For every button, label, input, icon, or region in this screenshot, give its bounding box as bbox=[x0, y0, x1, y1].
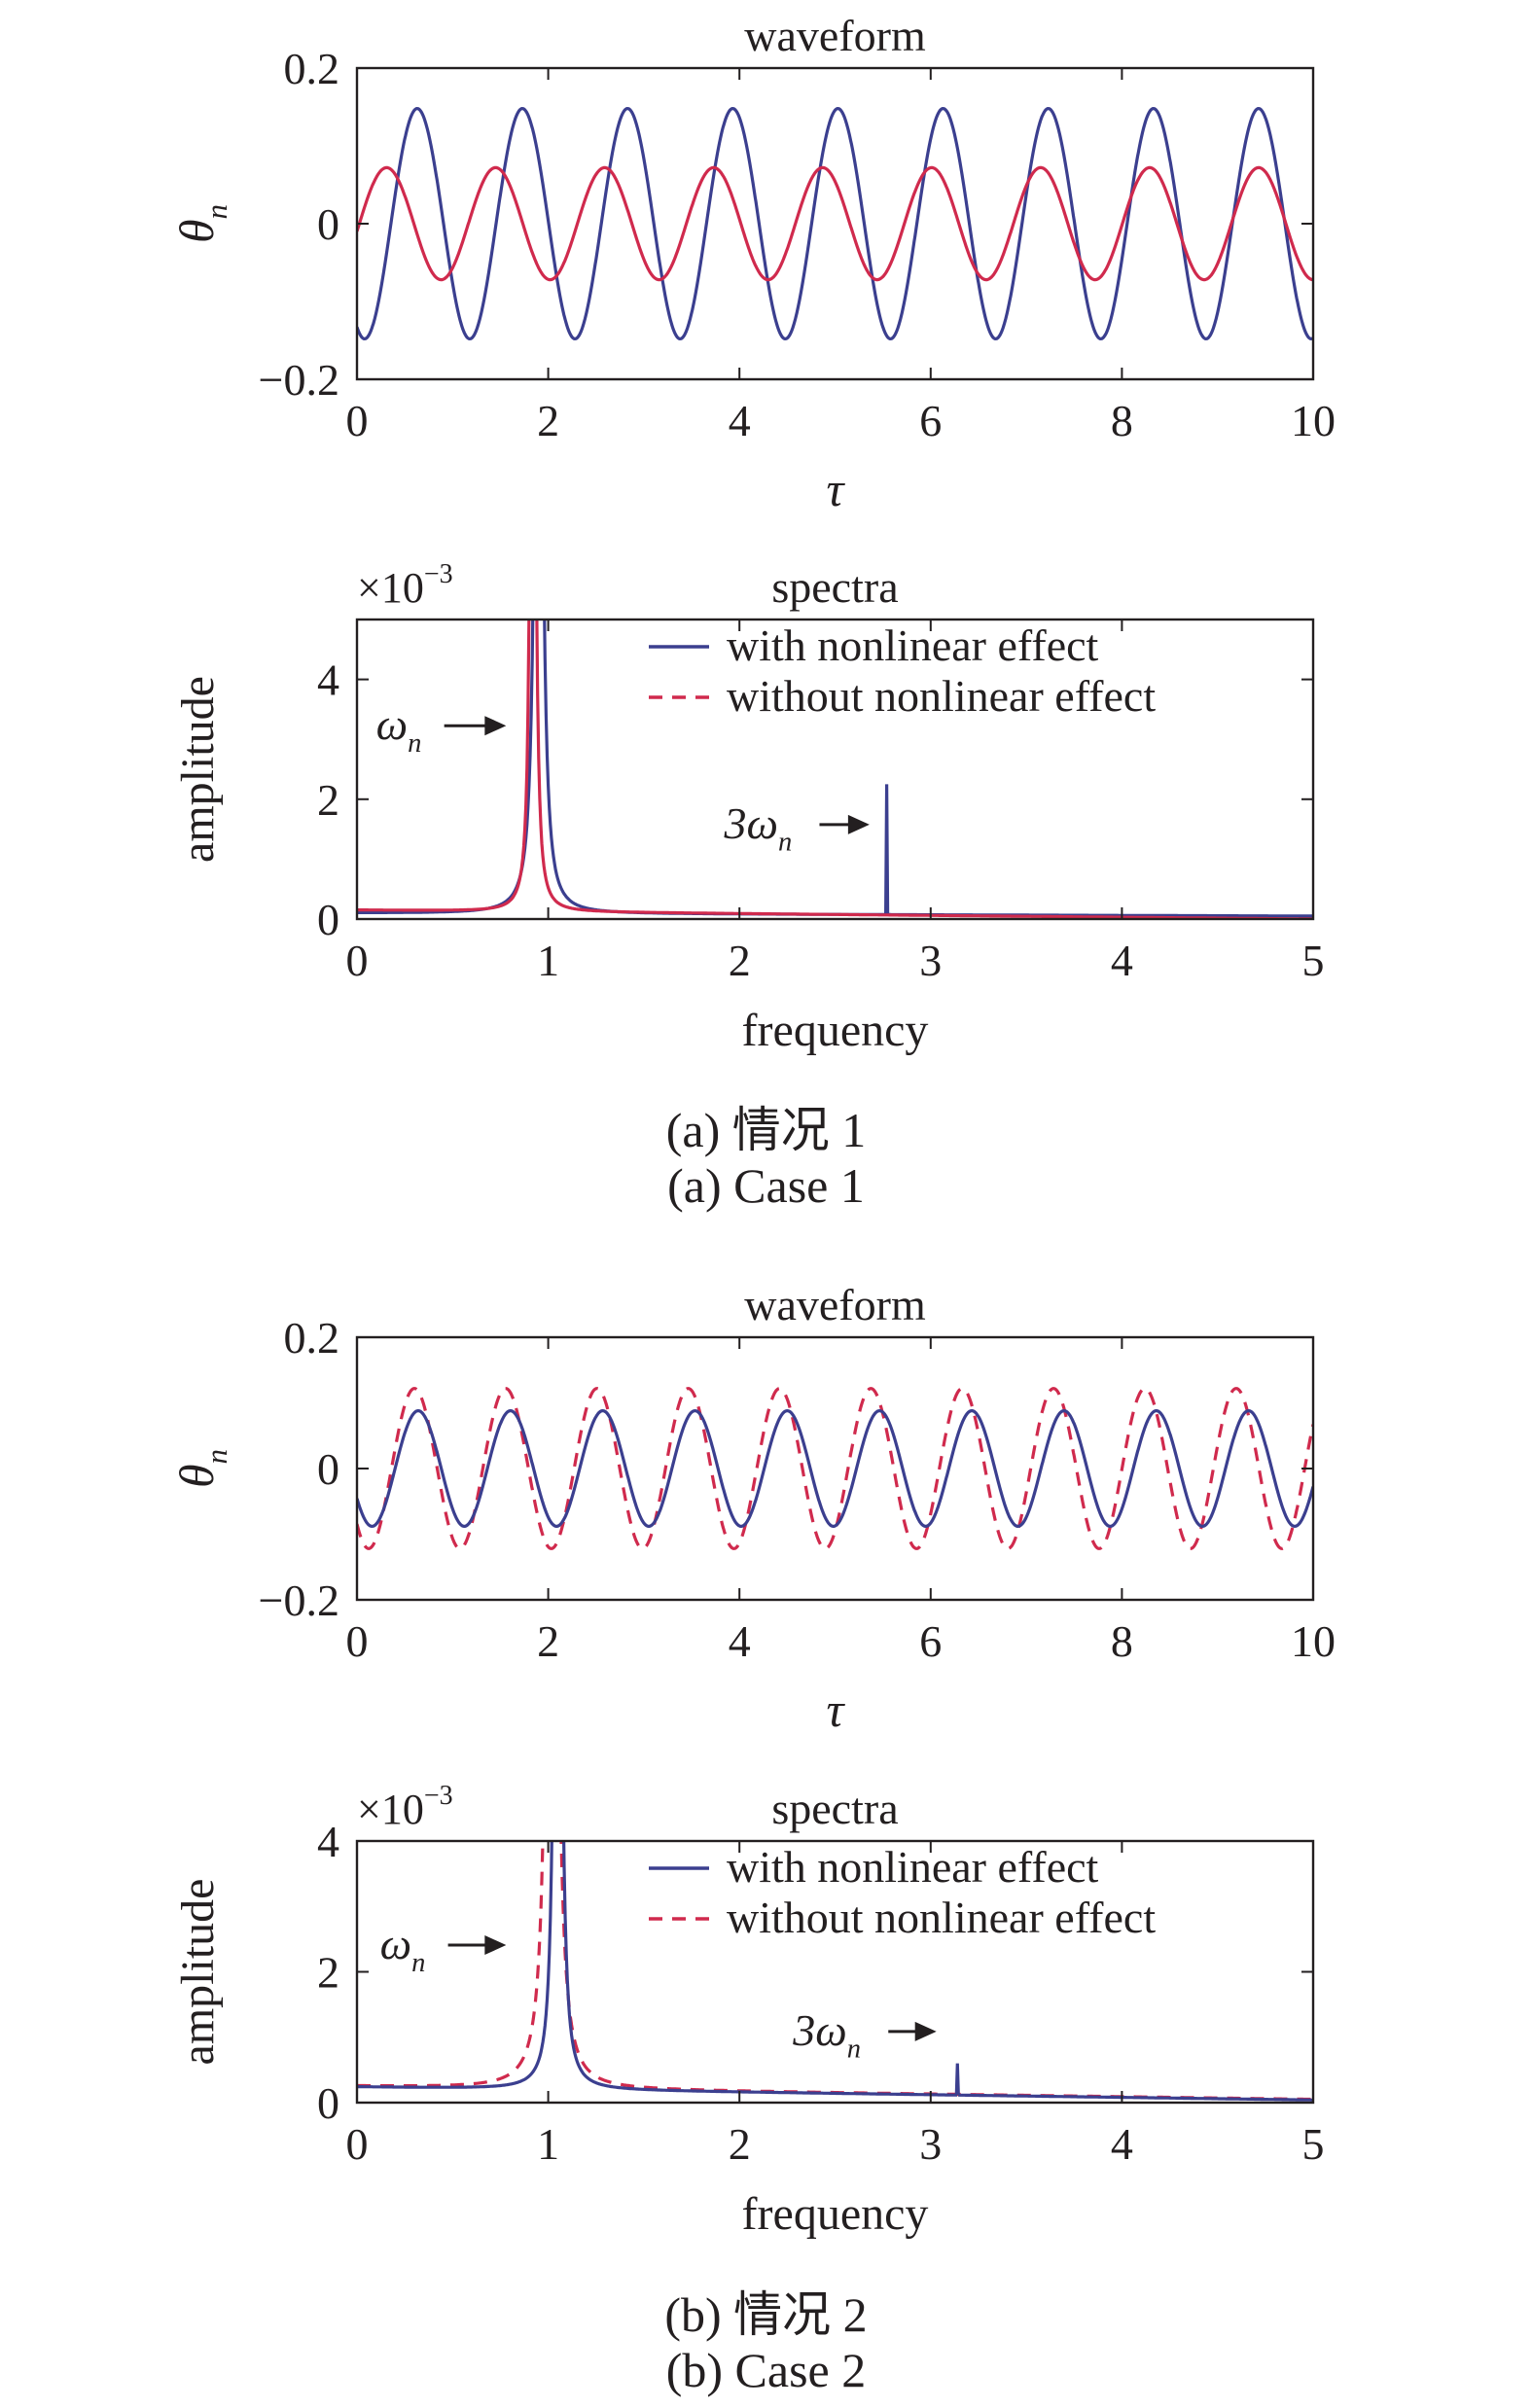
chart-title: spectra bbox=[771, 562, 898, 612]
x-tick-label: 3 bbox=[919, 2119, 942, 2169]
x-tick-label: 4 bbox=[1111, 936, 1133, 985]
y-axis-label: amplitude bbox=[172, 1879, 224, 2066]
y-axis-label-group: θn bbox=[169, 1449, 233, 1488]
x-tick-label: 0 bbox=[346, 2119, 369, 2169]
x-tick-label: 5 bbox=[1302, 936, 1325, 985]
annotation-label-0: ωn bbox=[380, 1919, 426, 1978]
x-tick-label: 4 bbox=[1111, 2119, 1133, 2169]
x-tick-label: 0 bbox=[346, 396, 369, 445]
y-axis-label-group: θn bbox=[169, 204, 233, 243]
caption-b-chinese: (b) 情况 2 bbox=[664, 2287, 868, 2342]
annotation-arrowhead-1 bbox=[847, 814, 870, 834]
x-tick-label: 5 bbox=[1302, 2119, 1325, 2169]
y-axis-label-group: amplitude bbox=[172, 676, 224, 863]
legend-label-0: with nonlinear effect bbox=[727, 1842, 1099, 1892]
plot-frame bbox=[355, 66, 1315, 381]
x-tick-label: 0 bbox=[346, 1616, 369, 1666]
y-tick-label: −0.2 bbox=[259, 1576, 339, 1625]
chart-title: waveform bbox=[744, 11, 926, 60]
x-tick-label: 6 bbox=[919, 396, 942, 445]
y-tick-label: 0 bbox=[317, 1444, 339, 1494]
chart-title: spectra bbox=[771, 1784, 898, 1833]
x-tick-label: 2 bbox=[537, 396, 559, 445]
y-tick-label: 0.2 bbox=[284, 44, 340, 93]
x-axis-label: τ bbox=[827, 462, 846, 516]
y-tick-label: 4 bbox=[317, 655, 339, 705]
annotation-label-0: ωn bbox=[376, 699, 422, 759]
y-tick-label: 2 bbox=[317, 1948, 339, 1998]
legend-label-1: without nonlinear effect bbox=[727, 671, 1156, 721]
y-axis-label-group: amplitude bbox=[172, 1879, 224, 2066]
y-axis-label: amplitude bbox=[172, 676, 224, 863]
x-tick-label: 1 bbox=[537, 936, 559, 985]
y-axis-label: θn bbox=[169, 1449, 233, 1488]
x-tick-label: 1 bbox=[537, 2119, 559, 2169]
x-axis-label: frequency bbox=[742, 1005, 929, 1056]
annotation-arrowhead-1 bbox=[914, 2021, 937, 2041]
series-line-0 bbox=[357, 1387, 1313, 1550]
x-tick-label: 2 bbox=[729, 936, 751, 985]
y-multiplier: ×10−3 bbox=[357, 1781, 453, 1833]
y-tick-label: 4 bbox=[317, 1817, 339, 1866]
annotation-arrowhead-0 bbox=[484, 716, 507, 736]
y-tick-label: 0.2 bbox=[284, 1313, 340, 1363]
x-tick-label: 2 bbox=[729, 2119, 751, 2169]
caption-a-chinese: (a) 情况 1 bbox=[665, 1103, 867, 1157]
x-tick-label: 10 bbox=[1291, 1616, 1336, 1666]
series-line-1 bbox=[357, 1841, 1313, 2102]
annotation-label-1: 3ωn bbox=[723, 798, 792, 858]
x-tick-label: 4 bbox=[729, 1616, 751, 1666]
x-tick-label: 0 bbox=[346, 936, 369, 985]
plot-frame bbox=[355, 618, 1315, 921]
y-tick-label: 2 bbox=[317, 775, 339, 825]
y-tick-label: −0.2 bbox=[259, 355, 339, 405]
x-axis-label: frequency bbox=[742, 2188, 929, 2240]
legend-label-1: without nonlinear effect bbox=[727, 1893, 1156, 1942]
chart-title: waveform bbox=[744, 1280, 926, 1329]
series-line-1 bbox=[357, 620, 1313, 919]
x-axis-label: τ bbox=[827, 1682, 846, 1737]
x-tick-label: 6 bbox=[919, 1616, 942, 1666]
x-tick-label: 8 bbox=[1111, 396, 1133, 445]
x-tick-label: 10 bbox=[1291, 396, 1336, 445]
series-line-0 bbox=[357, 106, 1313, 341]
y-multiplier: ×10−3 bbox=[357, 559, 453, 612]
legend-label-0: with nonlinear effect bbox=[727, 620, 1099, 670]
chart-a-spectra: spectra ×10−3 0 1 2 3 4 5 0 2 4 frequency amplitude w… bbox=[172, 559, 1325, 1056]
y-axis-label: θn bbox=[169, 204, 233, 243]
y-tick-label: 0 bbox=[317, 199, 339, 249]
x-tick-label: 3 bbox=[919, 936, 942, 985]
series-line-1 bbox=[357, 165, 1313, 282]
x-tick-label: 4 bbox=[729, 396, 751, 445]
plot-frame bbox=[355, 1335, 1315, 1602]
y-tick-label: 0 bbox=[317, 895, 339, 944]
chart-b-spectra: spectra ×10−3 0 1 2 3 4 5 0 2 4 frequency amplitude w… bbox=[172, 1781, 1325, 2240]
x-tick-label: 8 bbox=[1111, 1616, 1133, 1666]
x-tick-label: 2 bbox=[537, 1616, 559, 1666]
y-tick-label: 0 bbox=[317, 2078, 339, 2128]
caption-b-english: (b) Case 2 bbox=[665, 2343, 867, 2397]
series-line-1 bbox=[357, 1408, 1313, 1529]
annotation-label-1: 3ωn bbox=[792, 2005, 861, 2065]
caption-a-english: (a) Case 1 bbox=[667, 1158, 865, 1213]
annotation-arrowhead-0 bbox=[484, 1935, 507, 1956]
